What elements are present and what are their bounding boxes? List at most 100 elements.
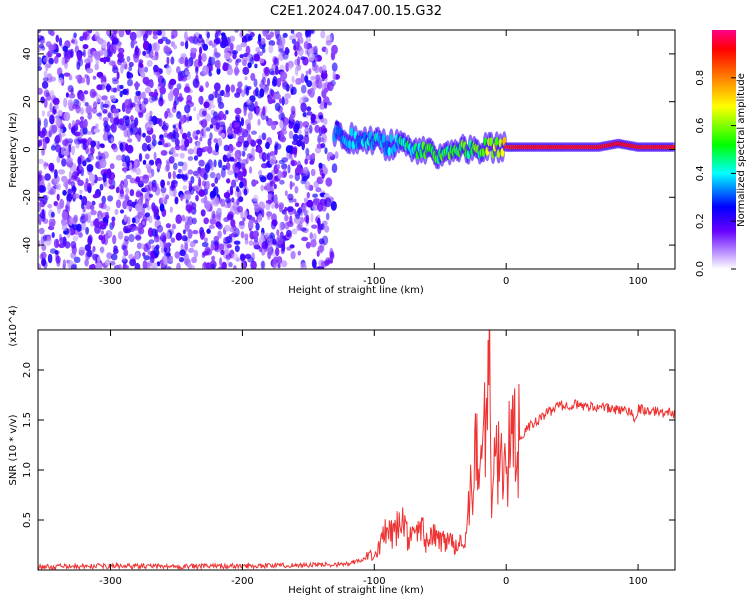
heatmap-ridge-cell (387, 146, 392, 156)
heatmap-noise-cell (166, 65, 172, 75)
heatmap-noise-cell (41, 110, 46, 117)
heatmap-noise-cell (300, 179, 307, 185)
heatmap-noise-cell (220, 249, 225, 255)
heatmap-noise-cell (281, 163, 288, 170)
heatmap-noise-cell (174, 144, 181, 151)
heatmap-noise-cell (280, 36, 286, 47)
heatmap-noise-cell (309, 232, 314, 240)
heatmap-noise-cell (127, 78, 133, 87)
heatmap-noise-cell (174, 251, 181, 259)
heatmap-noise-cell (164, 142, 171, 148)
heatmap-noise-cell (210, 199, 216, 206)
heatmap-noise-cell (115, 154, 123, 161)
heatmap-noise-cell (266, 152, 271, 162)
heatmap-noise-cell (215, 122, 220, 130)
heatmap-noise-cell (211, 210, 216, 220)
heatmap-noise-cell (99, 220, 105, 227)
heatmap-noise-cell (213, 138, 218, 144)
heatmap-noise-cell (274, 143, 282, 150)
heatmap-noise-cell (49, 102, 53, 113)
heatmap-noise-cell (202, 65, 210, 76)
heatmap-noise-cell (284, 214, 289, 222)
heatmap-noise-cell (174, 196, 179, 205)
heatmap-noise-cell (317, 224, 322, 235)
heatmap-noise-cell (140, 72, 146, 78)
heatmap-noise-cell (240, 254, 246, 261)
heatmap-noise-cell (181, 76, 188, 82)
heatmap-noise-cell (230, 84, 236, 93)
heatmap-noise-cell (77, 52, 82, 62)
heatmap-noise-cell (149, 79, 153, 88)
heatmap-noise-cell (267, 96, 273, 105)
heatmap-noise-cell (201, 231, 206, 238)
heatmap-noise-cell (58, 169, 66, 175)
heatmap-noise-cell (126, 55, 131, 63)
heatmap-noise-cell (303, 41, 309, 50)
heatmap-noise-cell (73, 193, 80, 199)
heatmap-noise-cell (281, 260, 288, 268)
heatmap-noise-cell (101, 195, 106, 204)
heatmap-noise-cell (98, 202, 104, 209)
heatmap-noise-cell (304, 158, 309, 165)
heatmap-noise-cell (308, 52, 315, 62)
heatmap-noise-cell (315, 187, 322, 193)
heatmap-noise-cell (325, 47, 329, 55)
heatmap-noise-cell (129, 177, 136, 184)
heatmap-noise-cell (235, 44, 243, 52)
heatmap-noise-cell (288, 174, 294, 179)
x-tick-label: 0 (503, 576, 509, 587)
heatmap-noise-cell (325, 212, 330, 221)
heatmap-noise-cell (236, 58, 242, 63)
heatmap-noise-cell (213, 82, 221, 92)
heatmap-noise-cell (222, 124, 226, 134)
heatmap-noise-cell (170, 56, 175, 65)
heatmap-noise-cell (267, 192, 272, 200)
heatmap-noise-cell (191, 217, 197, 225)
heatmap-noise-cell (62, 45, 68, 52)
heatmap-noise-cell (269, 31, 275, 38)
heatmap-noise-cell (308, 68, 312, 75)
heatmap-noise-cell (284, 93, 292, 100)
heatmap-noise-cell (119, 142, 124, 151)
heatmap-noise-cell (213, 235, 219, 243)
heatmap-noise-cell (131, 126, 139, 136)
heatmap-noise-cell (100, 101, 104, 111)
heatmap-noise-cell (239, 220, 245, 226)
heatmap-noise-cell (122, 162, 126, 167)
heatmap-noise-cell (50, 30, 55, 37)
heatmap-noise-cell (53, 238, 60, 249)
heatmap-ridge-cell (489, 137, 494, 147)
heatmap-noise-cell (156, 71, 161, 79)
heatmap-noise-cell (282, 117, 289, 126)
heatmap-noise-cell (148, 215, 153, 224)
x-tick-label: 100 (629, 576, 648, 587)
heatmap-noise-cell (146, 59, 153, 67)
heatmap-noise-cell (106, 83, 111, 93)
heatmap-noise-cell (289, 35, 293, 41)
heatmap-noise-cell (122, 115, 130, 121)
heatmap-noise-cell (116, 71, 120, 80)
heatmap-noise-cell (153, 151, 157, 161)
heatmap-noise-cell (55, 134, 60, 144)
heatmap-noise-cell (214, 214, 221, 224)
heatmap-noise-cell (213, 159, 217, 168)
heatmap-noise-cell (61, 222, 68, 232)
heatmap-noise-cell (104, 124, 111, 133)
colorbar-tick-label: 0.6 (695, 118, 706, 134)
heatmap-noise-cell (281, 96, 285, 106)
heatmap-noise-cell (275, 247, 280, 257)
heatmap-noise-cell (275, 65, 279, 76)
heatmap-noise-cell (111, 219, 115, 228)
heatmap-noise-cell (144, 87, 151, 94)
heatmap-noise-cell (107, 111, 112, 119)
heatmap-ridge-cell (494, 136, 499, 146)
heatmap-x-ticks: -300 -200 -100 0 100 (99, 30, 648, 287)
heatmap-noise-cell (224, 52, 231, 60)
heatmap-noise-cell (295, 77, 302, 85)
heatmap-noise-cell (123, 214, 128, 222)
heatmap-noise-cell (310, 168, 316, 177)
heatmap-noise-cell (41, 244, 47, 251)
heatmap-noise-cell (184, 146, 188, 152)
heatmap-noise-cell (209, 124, 214, 129)
heatmap-noise-cell (99, 183, 104, 191)
